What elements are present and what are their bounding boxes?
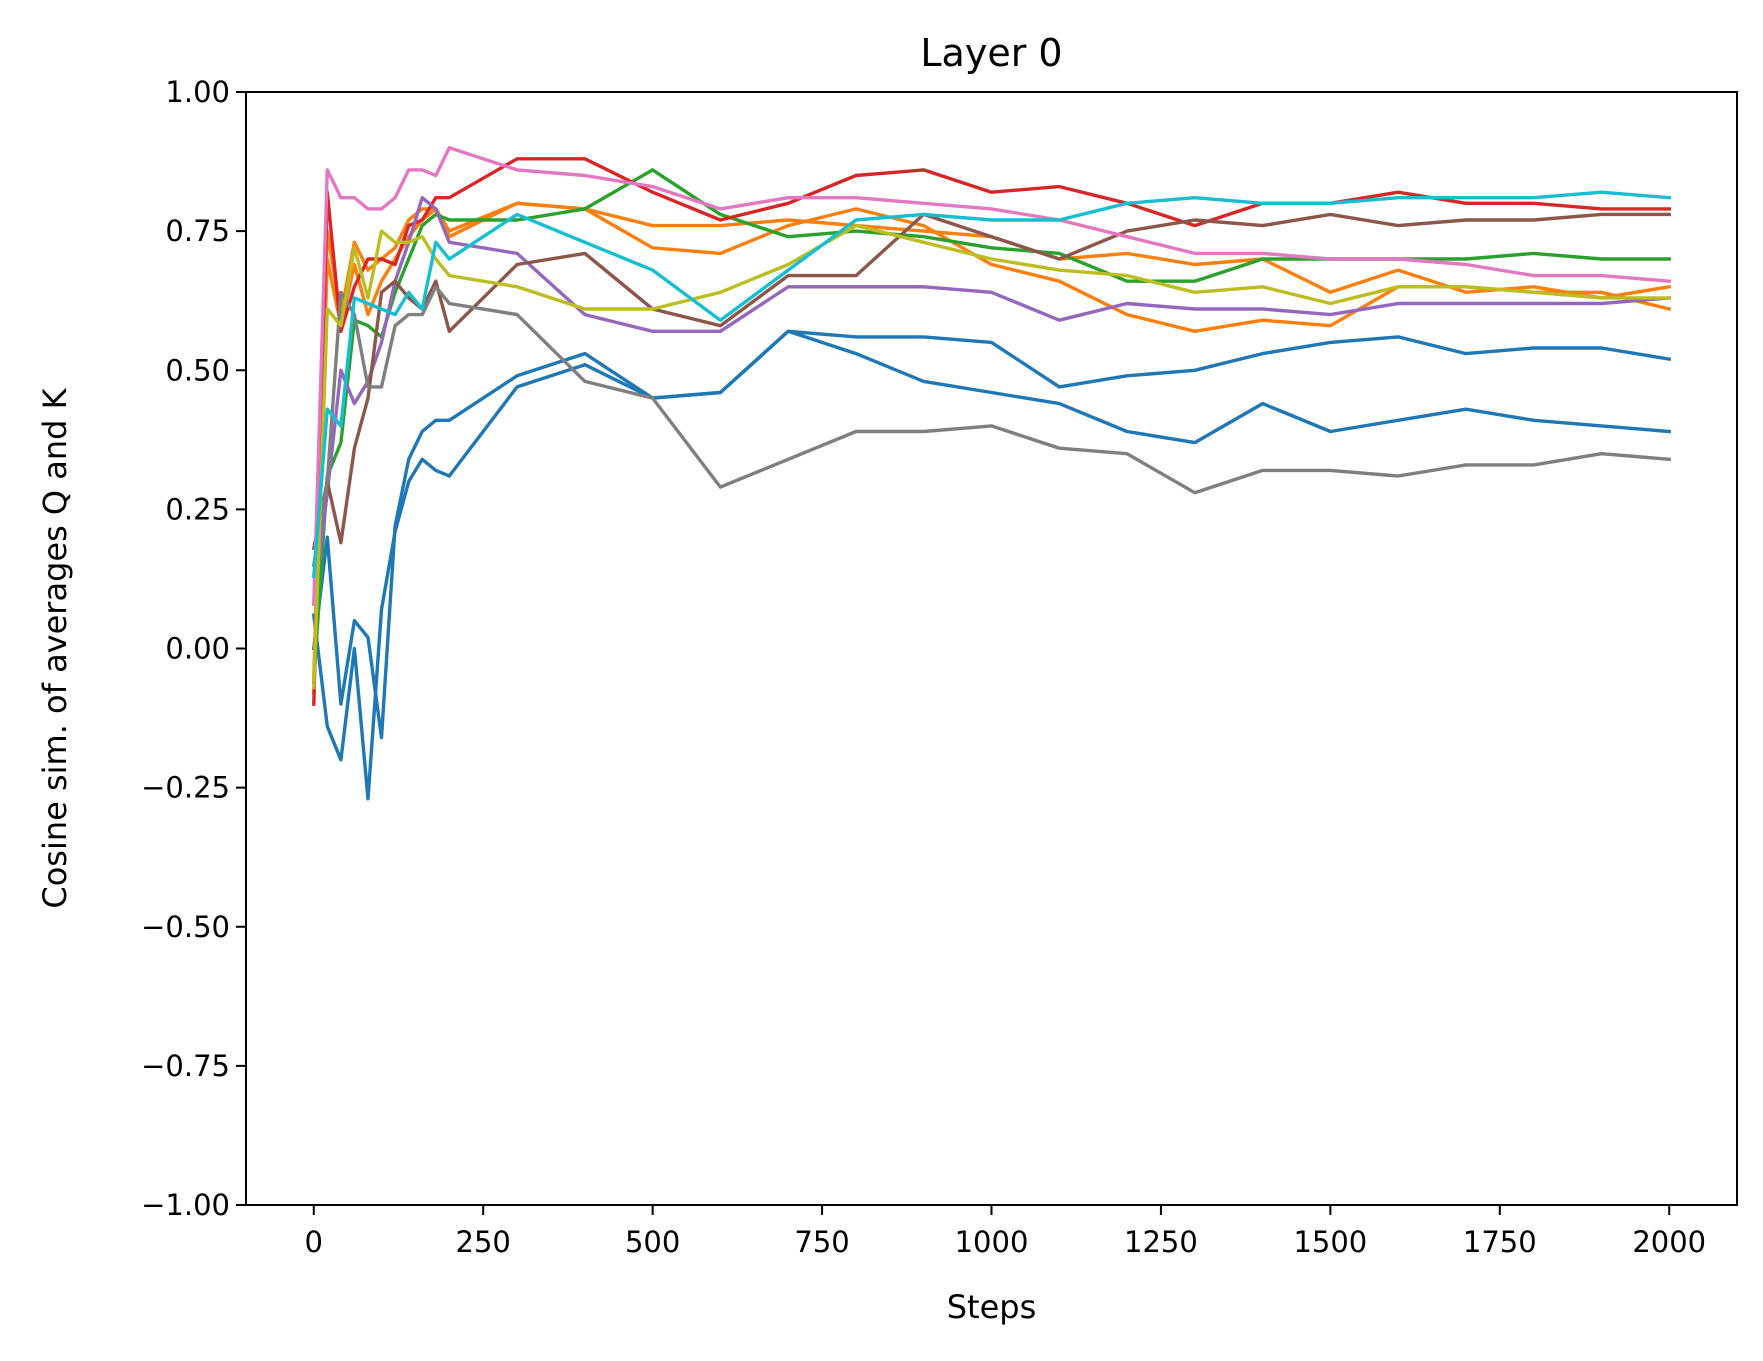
y-tick-label: 0.00 (165, 632, 230, 666)
series-line-4 (312, 201, 1672, 679)
y-tick-label: 1.00 (165, 75, 230, 109)
y-tick-label: 0.50 (165, 353, 230, 387)
x-tick-label: 750 (794, 1225, 849, 1259)
x-tick-label: 1000 (955, 1225, 1029, 1259)
x-tick-label: 0 (305, 1225, 323, 1259)
series-line-9 (312, 145, 1672, 606)
x-tick-label: 1500 (1293, 1225, 1367, 1259)
x-tick-label: 1250 (1124, 1225, 1198, 1259)
y-tick-label: −0.50 (141, 910, 230, 944)
y-tick-label: −0.75 (141, 1049, 230, 1083)
x-tick-label: 500 (625, 1225, 680, 1259)
series-line-1 (311, 329, 1672, 740)
series-line-8 (311, 212, 1671, 551)
x-axis: 0 250 500 750 1000 1250 1500 1750 2000 (305, 1205, 1706, 1259)
series-line-7 (311, 195, 1672, 606)
series-line-11 (312, 223, 1671, 690)
y-tick-label: −0.25 (141, 771, 230, 805)
series-line-3 (312, 201, 1672, 695)
y-tick-label: −1.00 (141, 1188, 230, 1222)
x-tick-label: 250 (456, 1225, 511, 1259)
series-line-12 (311, 190, 1672, 579)
y-axis: −1.00 −0.75 −0.50 −0.25 0.00 0.25 0.50 0.75 1.00 (141, 75, 246, 1222)
y-axis-label: Cosine sim. of averages Q and K (36, 387, 74, 908)
series-line-2 (311, 329, 1672, 801)
y-tick-label: 0.75 (165, 214, 230, 248)
y-tick-label: 0.25 (165, 492, 230, 526)
x-axis-label: Steps (947, 1288, 1037, 1326)
x-tick-label: 2000 (1632, 1225, 1706, 1259)
series-line-6 (312, 157, 1671, 706)
series-layer (311, 145, 1672, 801)
x-tick-label: 1750 (1463, 1225, 1537, 1259)
chart-title: Layer 0 (920, 31, 1062, 75)
series-line-10 (311, 285, 1672, 567)
